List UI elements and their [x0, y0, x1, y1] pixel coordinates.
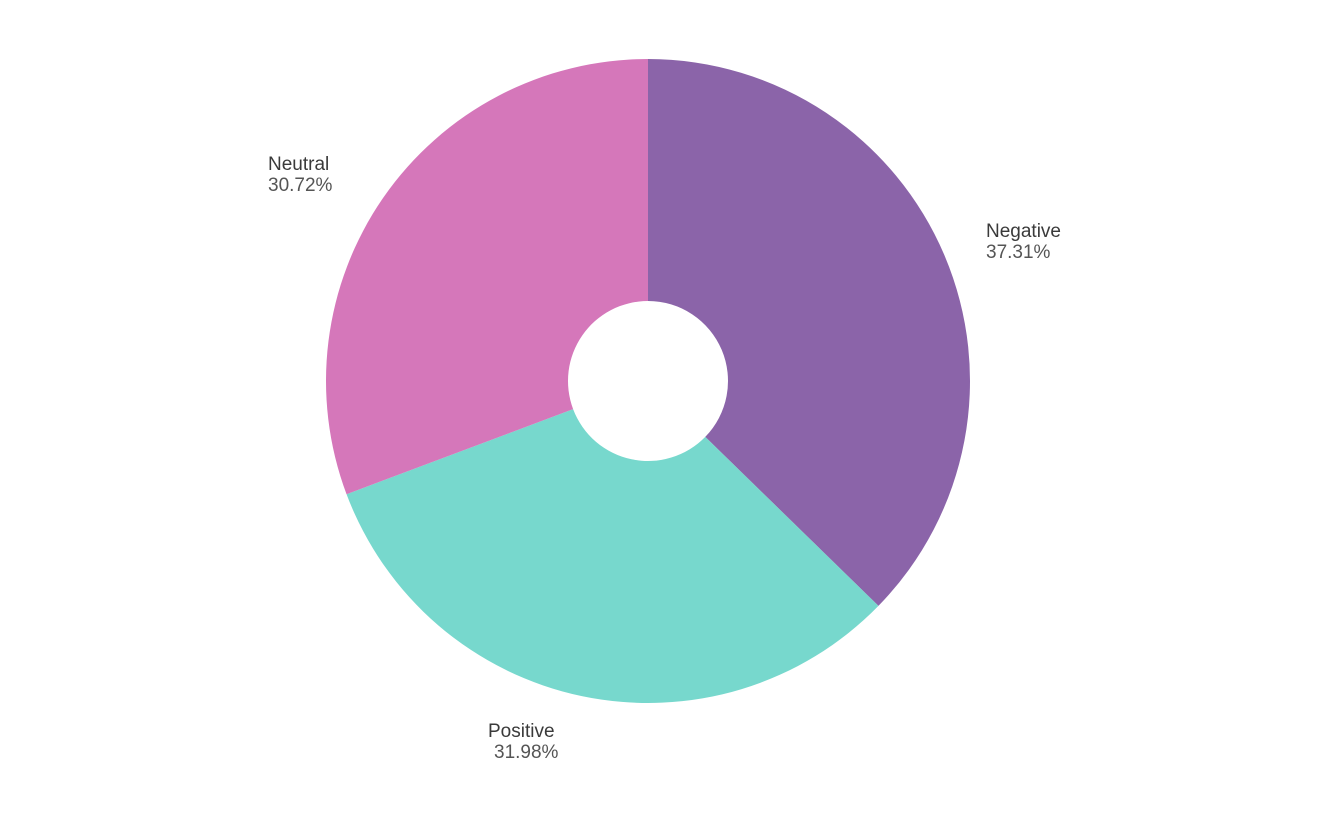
slice-label-negative: Negative 37.31%	[986, 221, 1061, 263]
slice-neutral	[325, 59, 648, 495]
slice-label-negative-name: Negative	[986, 221, 1061, 242]
slice-label-neutral: Neutral 30.72%	[268, 154, 332, 196]
slice-label-neutral-name: Neutral	[268, 154, 330, 175]
slice-label-positive-value: 31.98%	[494, 742, 559, 763]
slice-label-neutral-value: 30.72%	[268, 175, 333, 196]
slice-label-negative-value: 37.31%	[986, 242, 1051, 263]
slice-label-positive: Positive 31.98%	[488, 721, 558, 763]
slice-negative	[648, 59, 971, 606]
slice-label-positive-name: Positive	[488, 721, 555, 742]
slice-positive	[346, 409, 879, 704]
